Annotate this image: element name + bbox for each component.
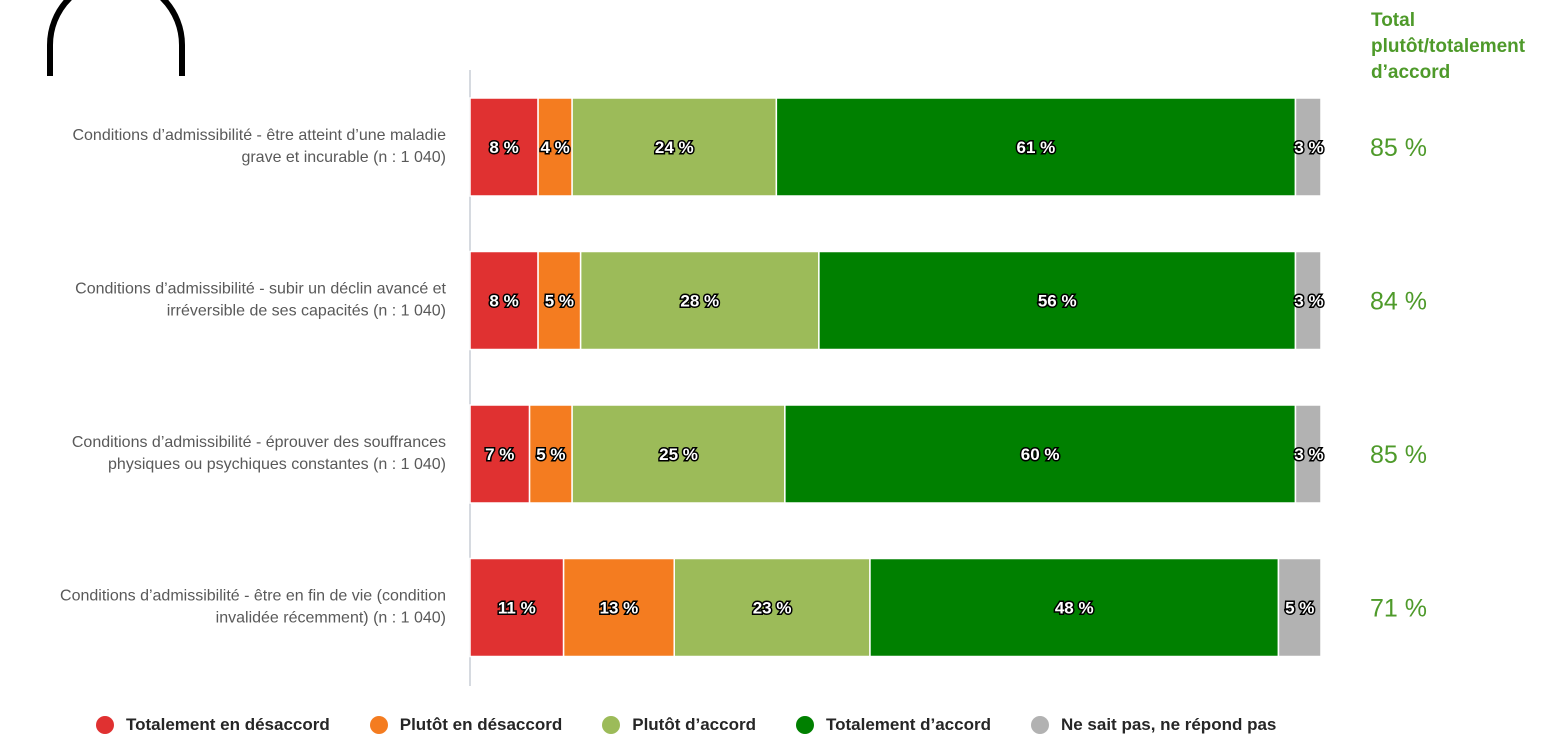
segment-labels: 8 % 4 % 24 % 61 % 3 % 8 % 5 % 28 % 56 % 3 % 7 % 5 %… bbox=[484, 137, 1326, 620]
data-label: 3 % bbox=[1294, 138, 1323, 157]
bar-segment bbox=[562, 557, 675, 658]
data-label: 3 % bbox=[1294, 292, 1323, 311]
bar-segment bbox=[571, 404, 786, 504]
total-value: 85 % bbox=[1370, 441, 1427, 469]
category-label: Conditions d’admissibilité - être en fin… bbox=[60, 588, 446, 627]
category-label-line: physiques ou psychiques constantes (n : … bbox=[108, 456, 446, 473]
total-values: 85 % 84 % 85 % 71 % bbox=[1370, 134, 1427, 623]
bar-segment bbox=[469, 250, 539, 351]
legend-item: Plutôt en désaccord bbox=[369, 715, 563, 735]
total-header: Total plutôt/totalement d’accord bbox=[1371, 8, 1547, 86]
bar-segment bbox=[1294, 97, 1322, 197]
data-label: 61 % bbox=[1017, 138, 1056, 157]
data-label: 56 % bbox=[1038, 292, 1077, 311]
category-label-line: Conditions d’admissibilité - être en fin… bbox=[60, 588, 446, 605]
legend-dot bbox=[795, 716, 814, 734]
category-label-line: invalidée récemment) (n : 1 040) bbox=[216, 610, 446, 627]
legend-dot bbox=[369, 716, 388, 734]
bar-segment bbox=[1294, 404, 1322, 504]
legend-item: Plutôt d’accord bbox=[602, 715, 756, 735]
bar-segment bbox=[469, 404, 531, 504]
data-label: 8 % bbox=[489, 138, 518, 157]
category-label-line: Conditions d’admissibilité - éprouver de… bbox=[72, 434, 446, 451]
total-value: 71 % bbox=[1370, 595, 1427, 623]
data-label: 8 % bbox=[489, 292, 518, 311]
legend-label: Plutôt en désaccord bbox=[399, 715, 563, 734]
bar-segment bbox=[579, 250, 820, 351]
legend-dot bbox=[602, 716, 621, 734]
data-label: 28 % bbox=[680, 292, 719, 311]
legend-label: Ne sait pas, ne répond pas bbox=[1060, 715, 1277, 734]
total-value: 84 % bbox=[1370, 288, 1427, 316]
bar-segment bbox=[1294, 250, 1322, 351]
category-labels: Conditions d’admissibilité - être attein… bbox=[60, 127, 447, 627]
bar-segment bbox=[869, 557, 1280, 658]
data-label: 48 % bbox=[1055, 599, 1094, 618]
category-label-line: irréversible de ses capacités (n : 1 040… bbox=[167, 303, 446, 320]
legend-dot bbox=[1030, 716, 1049, 734]
data-label: 5 % bbox=[545, 292, 574, 311]
data-label: 4 % bbox=[540, 138, 569, 157]
corner-arch-icon bbox=[47, 0, 185, 76]
data-label: 5 % bbox=[536, 445, 565, 464]
bar-segment bbox=[537, 97, 573, 197]
bar-segment bbox=[571, 97, 778, 197]
data-label: 13 % bbox=[600, 599, 639, 618]
legend: Totalement en désaccord Plutôt en désacc… bbox=[96, 715, 1316, 735]
legend-item: Ne sait pas, ne répond pas bbox=[1030, 715, 1277, 735]
bar-segment bbox=[469, 557, 565, 658]
data-label: 5 % bbox=[1285, 599, 1314, 618]
category-label-line: Conditions d’admissibilité - être attein… bbox=[72, 127, 446, 144]
category-label: Conditions d’admissibilité - être attein… bbox=[72, 127, 446, 166]
bar-segment bbox=[673, 557, 871, 658]
legend-label: Plutôt d’accord bbox=[632, 715, 756, 734]
category-label-line: Conditions d’admissibilité - subir un dé… bbox=[75, 281, 446, 298]
category-label: Conditions d’admissibilité - éprouver de… bbox=[72, 434, 446, 473]
total-value: 85 % bbox=[1370, 134, 1427, 162]
bars bbox=[469, 97, 1322, 658]
bar-segment bbox=[818, 250, 1297, 351]
total-header-line: d’accord bbox=[1371, 62, 1451, 83]
data-label: 60 % bbox=[1021, 445, 1060, 464]
legend-label: Totalement en désaccord bbox=[126, 715, 330, 734]
data-label: 7 % bbox=[485, 445, 514, 464]
data-label: 24 % bbox=[655, 138, 694, 157]
data-label: 3 % bbox=[1294, 445, 1323, 464]
legend-item: Totalement en désaccord bbox=[96, 715, 330, 735]
data-label: 23 % bbox=[753, 599, 792, 618]
data-label: 25 % bbox=[659, 445, 698, 464]
legend-item: Totalement d’accord bbox=[795, 715, 991, 735]
legend-label: Totalement d’accord bbox=[825, 715, 991, 734]
bar-segment bbox=[1277, 557, 1322, 658]
category-label-line: grave et incurable (n : 1 040) bbox=[241, 149, 446, 166]
total-header-line: Total bbox=[1371, 10, 1415, 31]
legend-dot bbox=[96, 716, 114, 734]
bar-segment bbox=[784, 404, 1297, 504]
category-label: Conditions d’admissibilité - subir un dé… bbox=[75, 281, 446, 320]
data-label: 11 % bbox=[498, 599, 536, 618]
total-header-line: plutôt/totalement bbox=[1371, 36, 1526, 57]
